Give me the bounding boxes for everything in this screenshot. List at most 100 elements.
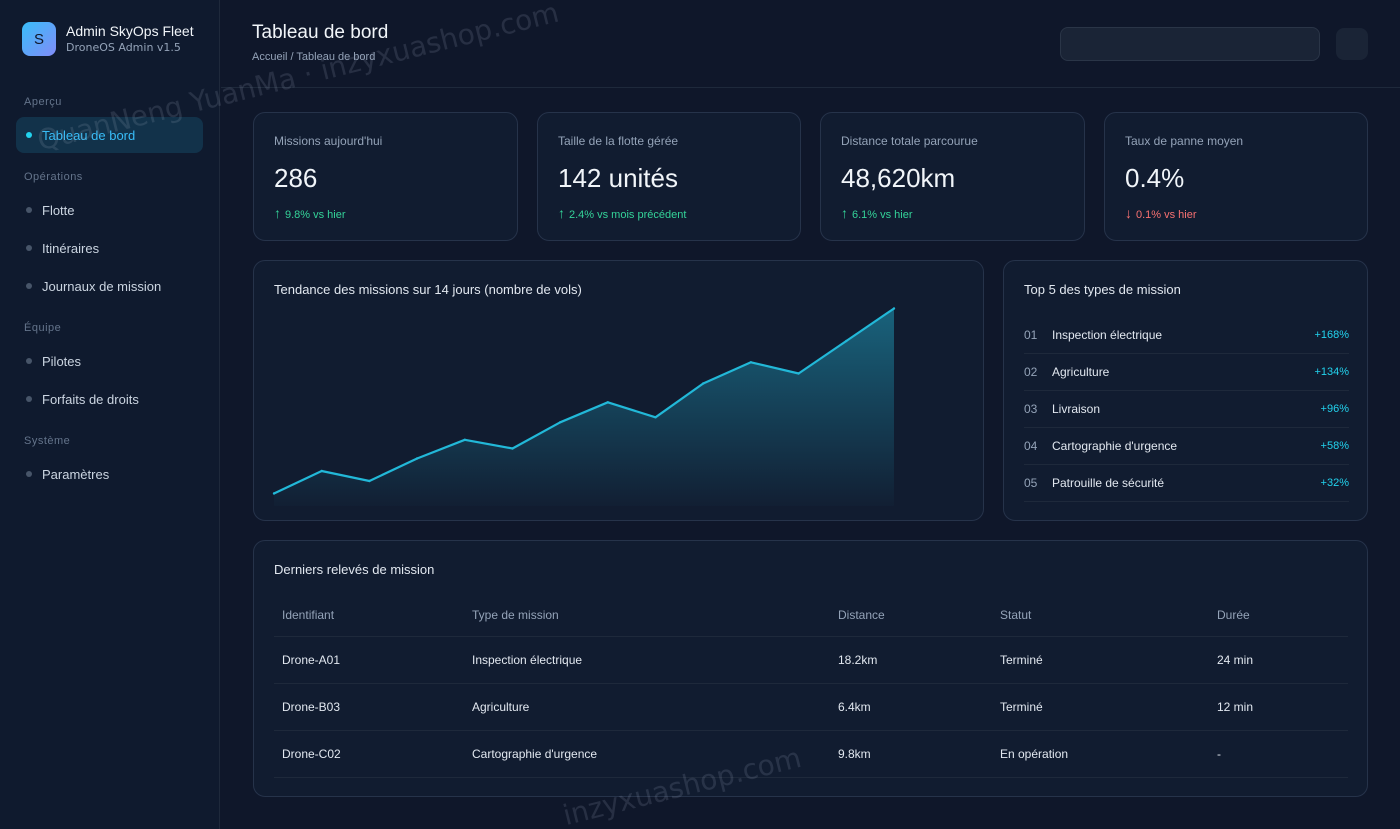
sidebar-item-pilotes[interactable]: Pilotes (16, 343, 203, 379)
sidebar-item-parametres[interactable]: Paramètres (16, 456, 203, 492)
notification-button[interactable] (1336, 28, 1368, 60)
page-title: Tableau de bord (252, 22, 389, 43)
sidebar-item-journaux-de-mission[interactable]: Journaux de mission (16, 268, 203, 304)
nav-dot-icon (26, 283, 32, 289)
list-item[interactable]: 01 Inspection électrique +168% (1024, 317, 1349, 354)
rank-name: Inspection électrique (1052, 328, 1163, 342)
cell-type: Cartographie d'urgence (464, 730, 830, 778)
page-header: Tableau de bord Accueil / Tableau de bor… (221, 0, 1400, 88)
kpi-delta-text: 9.8% vs hier (285, 209, 346, 221)
kpi-delta-text: 2.4% vs mois précédent (569, 209, 687, 221)
nav-dot-icon (26, 358, 32, 364)
nav-section-equipe: Équipe (24, 322, 62, 334)
cell-type: Inspection électrique (464, 636, 830, 684)
trend-point-14 (892, 307, 896, 310)
kpi-value: 0.4% (1125, 163, 1185, 193)
kpi-label: Taux de panne moyen (1125, 134, 1244, 148)
brand: S Admin SkyOps Fleet DroneOS Admin v1.5 (22, 22, 194, 56)
trend-point-6 (511, 447, 514, 450)
kpi-value: 142 unités (558, 163, 678, 193)
trend-chart-card: Tendance des missions sur 14 jours (nomb… (253, 260, 984, 521)
rank-growth: +32% (1320, 477, 1349, 489)
cell-duration: - (1209, 730, 1348, 778)
table-row[interactable]: Drone-A01 Inspection électrique 18.2km T… (274, 636, 1348, 684)
cell-distance: 9.8km (830, 730, 992, 778)
kpi-value: 48,620km (841, 163, 956, 193)
rank-name: Cartographie d'urgence (1052, 439, 1178, 453)
col-type[interactable]: Type de mission (464, 594, 830, 637)
kpi-delta-text: 0.1% vs hier (1136, 209, 1197, 221)
list-item[interactable]: 04 Cartographie d'urgence +58% (1024, 428, 1349, 465)
list-item[interactable]: 05 Patrouille de sécurité +32% (1024, 465, 1349, 502)
nav-section-systeme: Système (24, 435, 71, 447)
arrow-up-icon: ↑ (274, 205, 281, 221)
trend-point-12 (797, 372, 800, 375)
trend-point-2 (320, 469, 323, 473)
kpi-card-missions: Missions aujourd'hui 286 ↑ 9.8% vs hier (253, 112, 518, 241)
sidebar-item-label: Pilotes (42, 353, 82, 369)
trend-point-1 (272, 492, 276, 495)
cell-distance: 6.4km (830, 683, 992, 731)
kpi-delta: ↑ 9.8% vs hier (274, 205, 346, 221)
sidebar-item-label: Forfaits de droits (42, 391, 139, 407)
kpi-label: Distance totale parcourue (841, 134, 978, 148)
table-row[interactable]: Drone-B03 Agriculture 6.4km Terminé 12 m… (274, 683, 1348, 731)
sidebar-item-flotte[interactable]: Flotte (16, 192, 203, 228)
kpi-delta-text: 6.1% vs hier (852, 209, 913, 221)
status-badge: Terminé (992, 683, 1209, 731)
sidebar-item-tableau-de-bord[interactable]: Tableau de bord (16, 117, 203, 153)
nav-dot-icon (26, 396, 32, 402)
trend-point-11 (749, 361, 753, 364)
list-item[interactable]: 03 Livraison +96% (1024, 391, 1349, 428)
kpi-delta: ↑ 2.4% vs mois précédent (558, 205, 686, 221)
trend-point-7 (559, 421, 562, 424)
trend-point-8 (606, 401, 609, 404)
list-item[interactable]: 02 Agriculture +134% (1024, 354, 1349, 391)
brand-subtitle: DroneOS Admin v1.5 (66, 41, 181, 54)
kpi-card-flotte: Taille de la flotte gérée 142 unités ↑ 2.… (537, 112, 801, 241)
top-types-title: Top 5 des types de mission (1024, 282, 1181, 297)
brand-title: Admin SkyOps Fleet (66, 23, 194, 39)
table-row[interactable]: Drone-C02 Cartographie d'urgence 9.8km E… (274, 730, 1348, 778)
trend-point-3 (368, 479, 371, 483)
trend-point-4 (415, 457, 419, 460)
nav-section-operations: Opérations (24, 171, 83, 183)
records-card: Derniers relevés de mission Identifiant … (253, 540, 1368, 797)
rank-number: 03 (1024, 402, 1038, 416)
rank-name: Patrouille de sécurité (1052, 476, 1165, 490)
sidebar-item-itineraires[interactable]: Itinéraires (16, 230, 203, 266)
status-badge: Terminé (992, 636, 1209, 684)
cell-duration: 12 min (1209, 683, 1348, 731)
chart-title: Tendance des missions sur 14 jours (nomb… (274, 282, 582, 297)
top-types-card: Top 5 des types de mission 01 Inspection… (1003, 260, 1368, 521)
kpi-card-distance: Distance totale parcourue 48,620km ↑ 6.1%… (820, 112, 1085, 241)
trend-area (274, 308, 894, 506)
brand-logo: S (22, 22, 56, 56)
rank-growth: +168% (1314, 329, 1349, 341)
rank-growth: +58% (1320, 440, 1349, 452)
nav-dot-icon (26, 132, 32, 138)
cell-id: Drone-C02 (274, 730, 464, 778)
col-statut[interactable]: Statut (992, 594, 1209, 637)
kpi-delta: ↑ 6.1% vs hier (841, 205, 913, 221)
status-badge: En opération (992, 730, 1209, 778)
cell-id: Drone-B03 (274, 683, 464, 731)
kpi-card-panne: Taux de panne moyen 0.4% ↓ 0.1% vs hier (1104, 112, 1368, 241)
nav-dot-icon (26, 207, 32, 213)
kpi-label: Taille de la flotte gérée (558, 134, 679, 148)
col-distance[interactable]: Distance (830, 594, 992, 637)
sidebar-item-forfaits-de-droits[interactable]: Forfaits de droits (16, 381, 203, 417)
nav-dot-icon (26, 471, 32, 477)
kpi-value: 286 (274, 163, 318, 193)
col-identifiant[interactable]: Identifiant (274, 594, 464, 637)
cell-distance: 18.2km (830, 636, 992, 684)
rank-number: 04 (1024, 439, 1038, 453)
trend-point-13 (845, 339, 848, 343)
records-title: Derniers relevés de mission (274, 562, 435, 577)
cell-id: Drone-A01 (274, 636, 464, 684)
arrow-up-icon: ↑ (841, 205, 848, 221)
sidebar-item-label: Itinéraires (42, 240, 100, 256)
rank-name: Livraison (1052, 402, 1101, 416)
search-input[interactable] (1060, 27, 1320, 61)
col-duree[interactable]: Durée (1209, 594, 1348, 637)
